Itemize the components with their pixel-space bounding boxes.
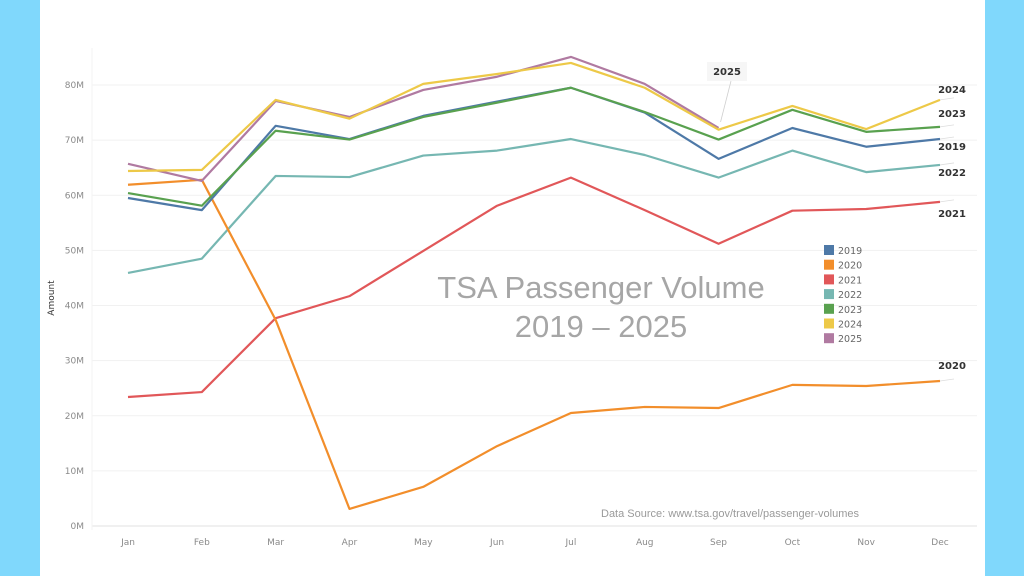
end-label-2020: 2020 [938, 361, 966, 372]
annotation-box [707, 62, 747, 81]
chart-title: TSA Passenger Volume [437, 270, 764, 305]
x-tick-label: Jul [564, 538, 576, 548]
series-line-2021[interactable] [127, 176, 941, 399]
end-label-2019: 2019 [938, 142, 966, 153]
end-label-2021: 2021 [938, 209, 966, 220]
leader-line [939, 124, 955, 128]
series-line-2020[interactable] [127, 178, 941, 511]
legend-item-2025[interactable]: 2025 [824, 333, 862, 345]
y-tick-label: 70M [65, 136, 84, 146]
x-tick-label: May [414, 538, 433, 548]
end-label-2023: 2023 [938, 109, 966, 120]
leader-line [939, 162, 955, 166]
legend-label: 2020 [838, 261, 862, 272]
y-tick-label: 20M [65, 412, 84, 422]
leader-line [939, 199, 955, 203]
end-label-2024: 2024 [938, 85, 966, 96]
chart-subtitle: 2019 – 2025 [515, 309, 687, 344]
x-tick-label: Jun [489, 538, 504, 548]
legend-item-2024[interactable]: 2024 [824, 318, 862, 331]
chart-panel: 0M 10M 20M 30M 40M 50M 60M 70M 80M Amount Jan Feb… [40, 0, 985, 576]
series-line-2024[interactable] [127, 61, 941, 173]
y-tick-label: 0M [71, 522, 85, 532]
series-line-2023[interactable] [127, 86, 941, 207]
end-label-2022: 2022 [938, 168, 966, 179]
y-tick-label: 50M [65, 246, 84, 256]
y-tick-label: 30M [65, 357, 84, 367]
y-tick-label: 80M [65, 81, 84, 91]
legend-label: 2022 [838, 290, 862, 301]
legend-label: 2025 [838, 334, 862, 345]
x-tick-label: Apr [342, 538, 358, 548]
legend: 2019 2020 2021 2022 2023 2024 2025 [824, 245, 862, 345]
data-source-note: Data Source: www.tsa.gov/travel/passenge… [601, 508, 860, 520]
legend-label: 2024 [838, 320, 862, 331]
x-tick-label: Oct [785, 538, 801, 548]
y-tick-label: 10M [65, 467, 84, 477]
series-line-2022[interactable] [127, 137, 941, 275]
legend-item-2019[interactable]: 2019 [824, 245, 862, 257]
x-tick-label: Sep [710, 538, 727, 548]
x-tick-label: Jan [120, 538, 135, 548]
legend-swatch [824, 259, 834, 270]
end-label-2025: 2025 [713, 67, 741, 78]
x-tick-label: Dec [931, 538, 948, 548]
line-chart: 0M 10M 20M 30M 40M 50M 60M 70M 80M Amount Jan Feb… [47, 48, 977, 548]
end-labels: 2019 2020 2021 2022 2023 2024 2025 [707, 62, 966, 382]
x-tick-label: Nov [857, 538, 875, 548]
legend-swatch [824, 245, 834, 255]
legend-swatch [824, 289, 834, 300]
legend-item-2020[interactable]: 2020 [824, 259, 862, 272]
leader-line [939, 97, 955, 101]
y-axis-label: Amount [47, 280, 57, 316]
legend-label: 2021 [838, 275, 862, 286]
legend-swatch [824, 274, 834, 285]
x-tick-label: Mar [267, 538, 284, 548]
y-axis: 0M 10M 20M 30M 40M 50M 60M 70M 80M [65, 81, 84, 532]
legend-swatch [824, 303, 834, 314]
series-line-2025[interactable] [127, 55, 720, 183]
legend-item-2022[interactable]: 2022 [824, 289, 862, 301]
legend-swatch [824, 333, 834, 344]
x-tick-label: Feb [194, 538, 210, 548]
x-axis: Jan Feb Mar Apr May Jun Jul Aug Sep Oct Nov Dec [120, 538, 949, 548]
leader-line [939, 378, 955, 382]
x-tick-label: Aug [636, 538, 654, 548]
series-lines [127, 55, 941, 511]
leader-line [939, 136, 955, 140]
y-tick-label: 40M [65, 302, 84, 312]
legend-item-2021[interactable]: 2021 [824, 274, 862, 286]
legend-swatch [824, 318, 834, 329]
leader-line [720, 80, 732, 123]
legend-label: 2019 [838, 246, 862, 257]
legend-item-2023[interactable]: 2023 [824, 303, 862, 316]
legend-label: 2023 [838, 305, 862, 316]
y-tick-label: 60M [65, 191, 84, 201]
